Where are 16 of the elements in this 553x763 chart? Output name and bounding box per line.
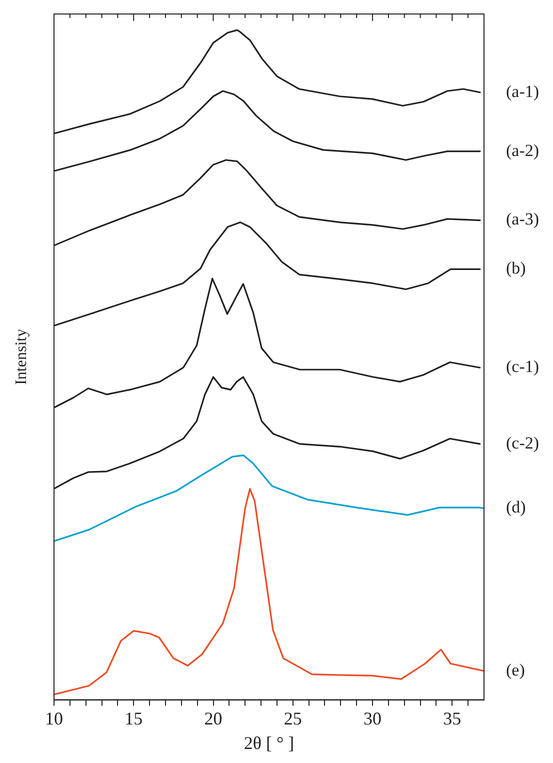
x-tick-label: 15 bbox=[124, 708, 143, 728]
x-tick-label: 25 bbox=[284, 708, 302, 728]
x-tick-label: 30 bbox=[364, 708, 382, 728]
series-label: (e) bbox=[506, 660, 525, 680]
x-axis-title: 2θ [ ° ] bbox=[244, 732, 294, 753]
series-label: (c-1) bbox=[506, 357, 540, 376]
series-label: (d) bbox=[506, 498, 526, 517]
x-tick-label: 35 bbox=[443, 708, 462, 728]
series-label: (b) bbox=[506, 258, 526, 278]
y-axis-title: Intensity bbox=[13, 328, 30, 385]
x-tick-label: 10 bbox=[45, 708, 63, 728]
series-label: (a-3) bbox=[506, 210, 540, 229]
series-label: (c-2) bbox=[506, 433, 540, 452]
series-label: (a-2) bbox=[506, 140, 540, 160]
series-label: (a-1) bbox=[506, 82, 540, 101]
x-tick-label: 20 bbox=[204, 708, 222, 728]
